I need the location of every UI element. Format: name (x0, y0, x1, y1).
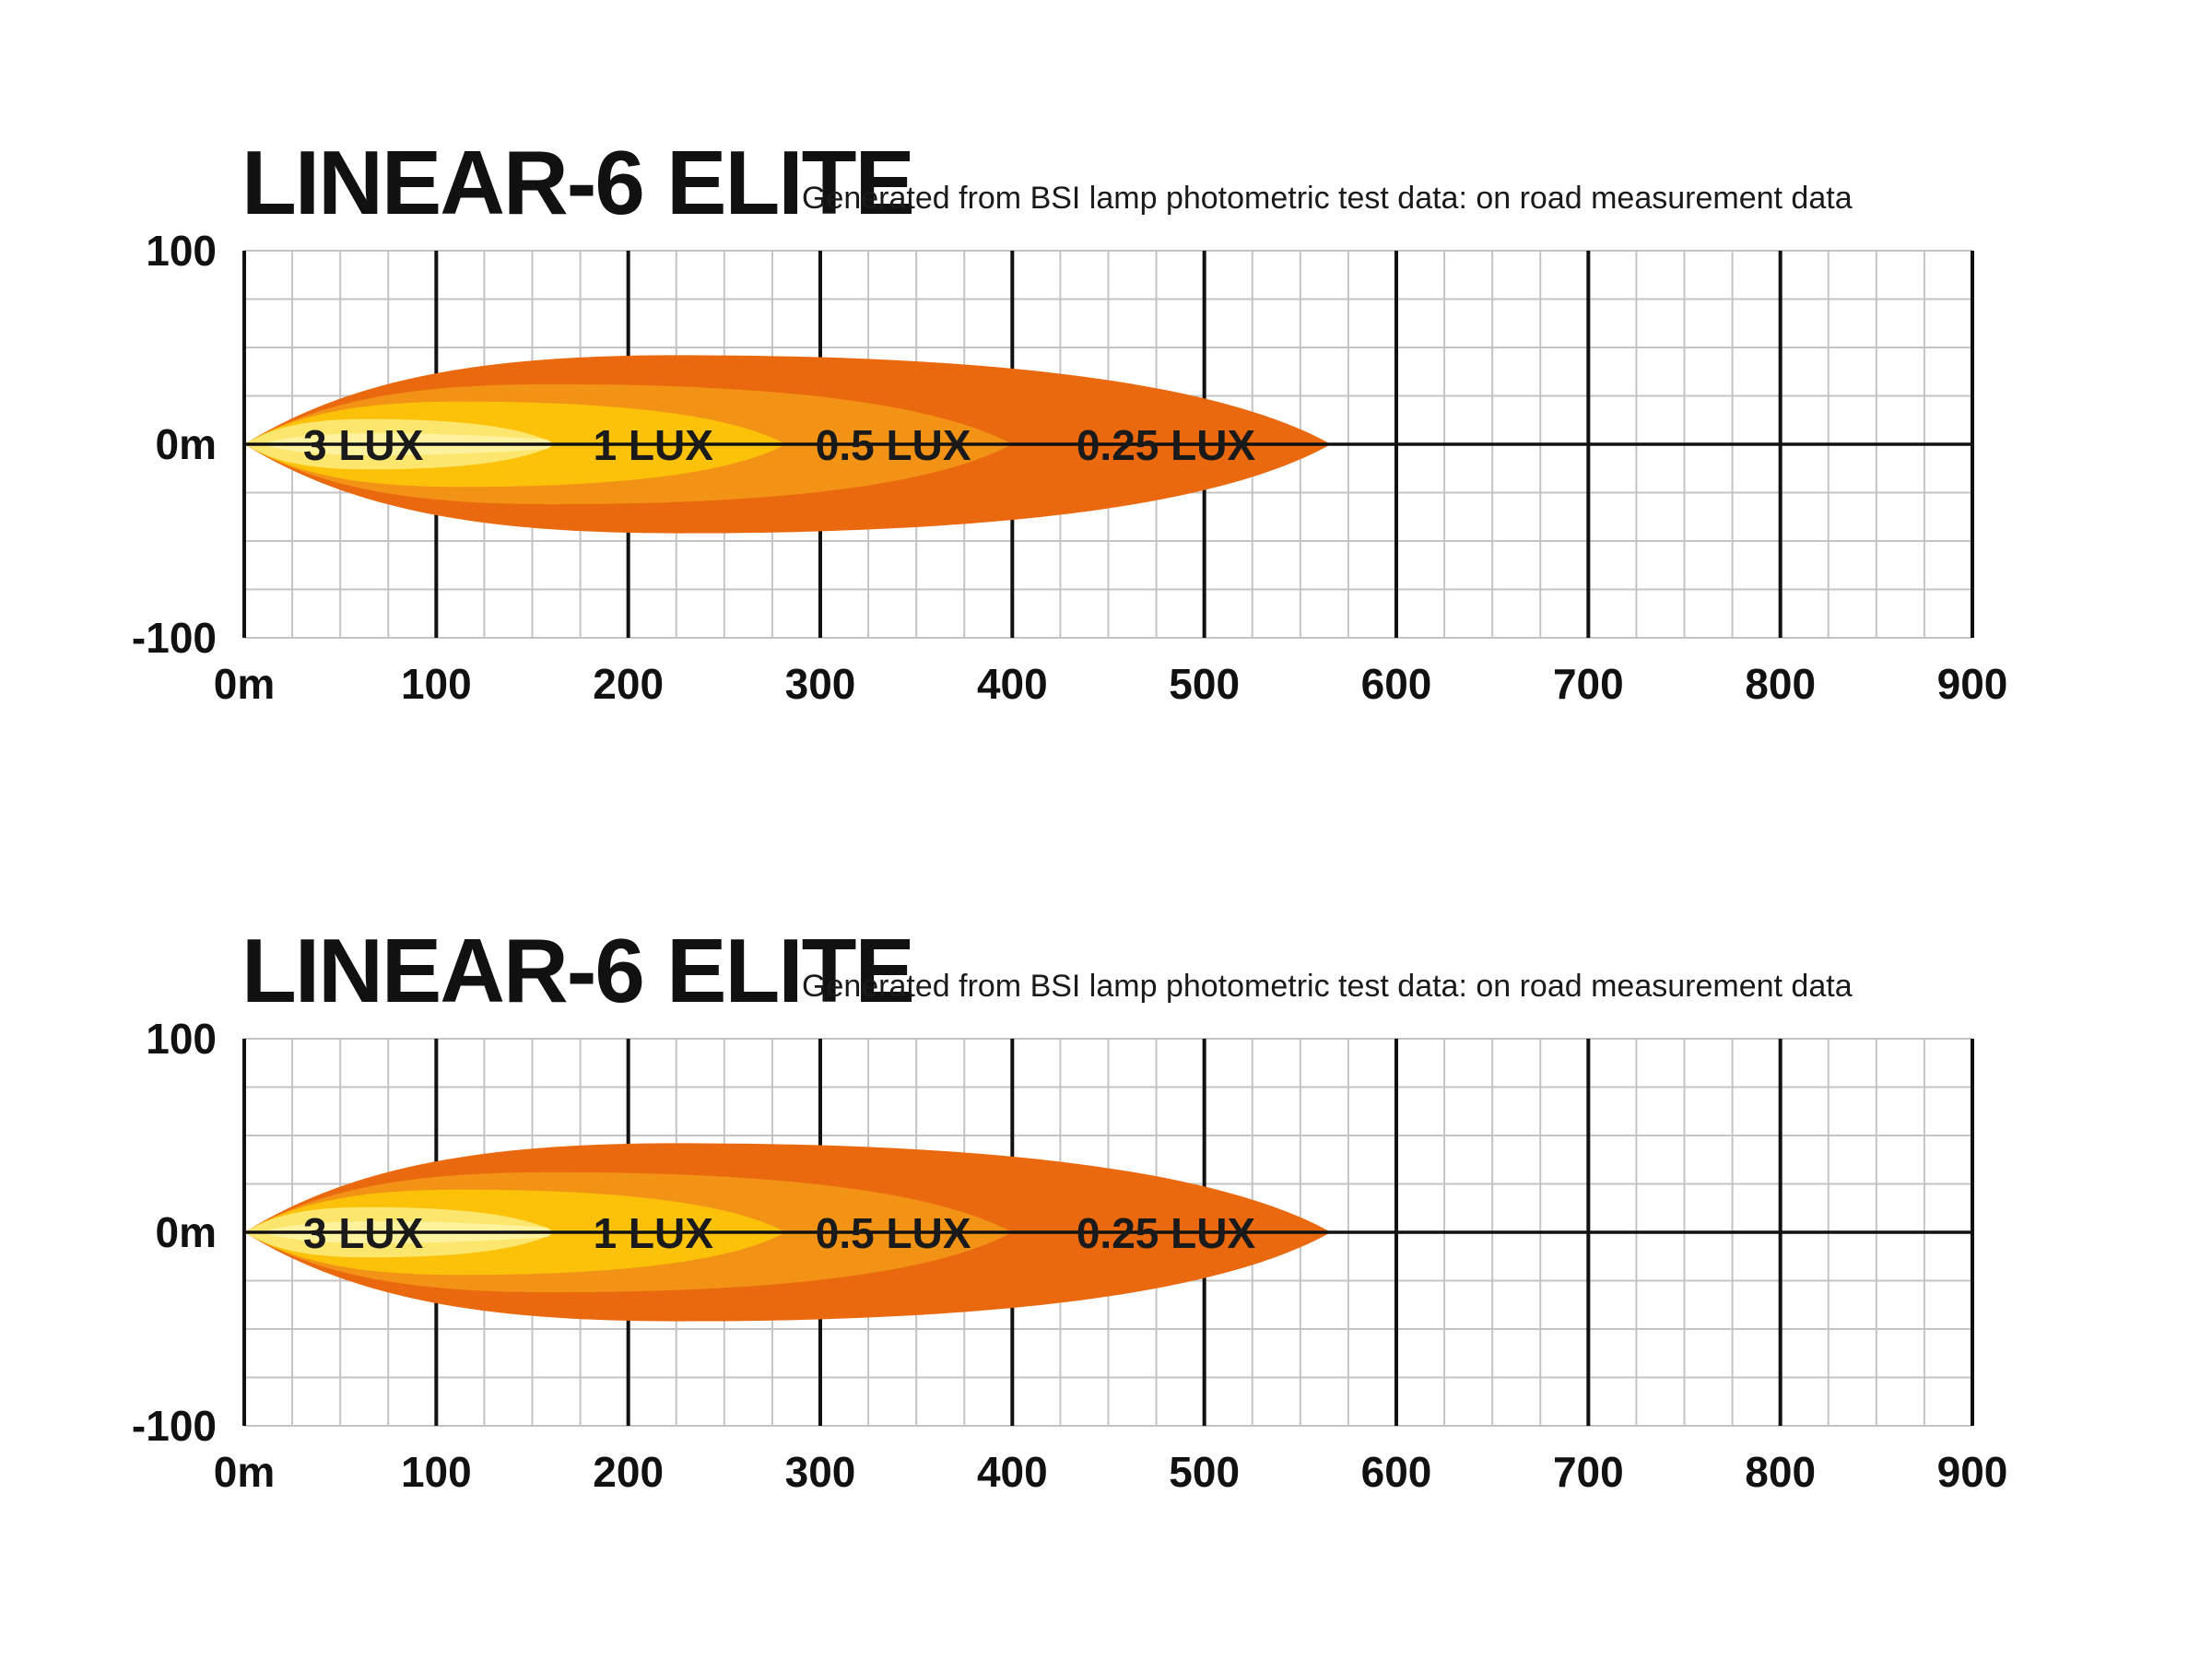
lux-label: 0.25 LUX (1077, 1209, 1256, 1257)
beam-chart-panel-2: LINEAR-6 ELITE Generated from BSI lamp p… (0, 788, 2212, 1581)
x-tick-label: 400 (977, 660, 1048, 708)
x-tick-label: 700 (1553, 1448, 1624, 1496)
beam-chart-panel-1: LINEAR-6 ELITE Generated from BSI lamp p… (0, 0, 2212, 793)
x-tick-label: 100 (401, 1448, 472, 1496)
x-tick-label: 900 (1937, 660, 2008, 708)
chart-subtitle: Generated from BSI lamp photometric test… (802, 969, 1853, 1004)
x-tick-label: 600 (1361, 1448, 1432, 1496)
y-tick-label: -100 (132, 614, 217, 662)
x-tick-label: 100 (401, 660, 472, 708)
x-tick-label: 500 (1169, 660, 1240, 708)
x-tick-label: 800 (1745, 660, 1816, 708)
chart-title: LINEAR-6 ELITE (241, 920, 913, 1021)
x-tick-label: 500 (1169, 1448, 1240, 1496)
lux-label: 1 LUX (594, 1209, 714, 1257)
lux-label: 0.25 LUX (1077, 421, 1256, 469)
x-tick-label: 600 (1361, 660, 1432, 708)
y-tick-label: 0m (156, 1208, 217, 1256)
x-tick-label: 300 (785, 660, 856, 708)
x-tick-label: 700 (1553, 660, 1624, 708)
beam-chart-2: LINEAR-6 ELITE Generated from BSI lamp p… (132, 920, 2007, 1496)
y-tick-label: 0m (156, 420, 217, 468)
lux-label: 3 LUX (303, 1209, 424, 1257)
x-tick-label: 900 (1937, 1448, 2008, 1496)
beam-chart-1: LINEAR-6 ELITE Generated from BSI lamp p… (132, 132, 2007, 708)
chart-subtitle: Generated from BSI lamp photometric test… (802, 181, 1853, 216)
x-tick-label: 400 (977, 1448, 1048, 1496)
x-tick-label: 300 (785, 1448, 856, 1496)
x-tick-label: 800 (1745, 1448, 1816, 1496)
lux-label: 0.5 LUX (816, 1209, 971, 1257)
lux-label: 3 LUX (303, 421, 424, 469)
lux-labels: 3 LUX 1 LUX 0.5 LUX 0.25 LUX (303, 1209, 1255, 1257)
y-tick-label: 100 (146, 1015, 217, 1063)
chart-title: LINEAR-6 ELITE (241, 132, 913, 233)
lux-label: 1 LUX (594, 421, 714, 469)
x-tick-label: 200 (593, 1448, 664, 1496)
x-tick-label: 0m (214, 660, 275, 708)
x-tick-label: 0m (214, 1448, 275, 1496)
lux-labels: 3 LUX 1 LUX 0.5 LUX 0.25 LUX (303, 421, 1255, 469)
y-tick-label: -100 (132, 1402, 217, 1450)
y-tick-label: 100 (146, 227, 217, 275)
lux-label: 0.5 LUX (816, 421, 971, 469)
x-tick-label: 200 (593, 660, 664, 708)
